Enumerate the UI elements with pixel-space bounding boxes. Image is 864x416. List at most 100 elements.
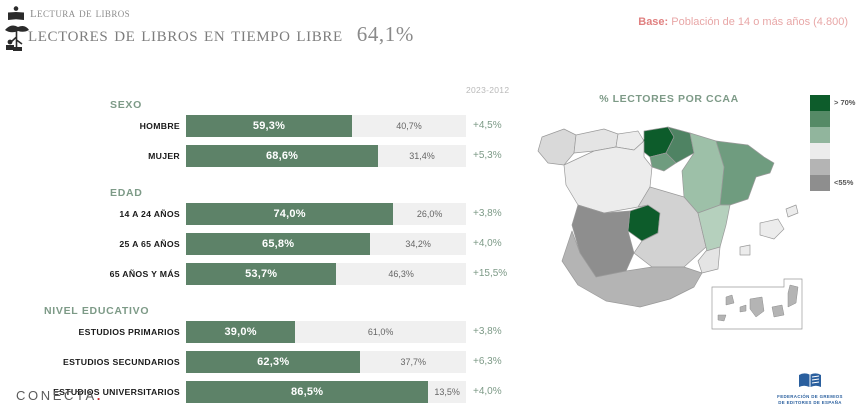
region-canarias (717, 284, 799, 322)
bar-track: 39,0% 61,0% (186, 321, 466, 343)
bar-remainder-label: 34,2% (405, 239, 431, 249)
bar-remainder-label: 26,0% (416, 209, 443, 219)
row-label: MUJER (148, 151, 180, 161)
region-baleares-ibiza (739, 244, 751, 256)
bar-track: 62,3% 37,7% (186, 351, 466, 373)
map-legend: > 70% <55% (810, 95, 864, 191)
region-extremadura (571, 204, 635, 278)
row-label: 14 A 24 AÑOS (119, 209, 180, 219)
bar-fill: 65,8% (186, 233, 371, 255)
page-title-text: Lectores de libros en tiempo libre (28, 22, 343, 46)
chart-row: ESTUDIOS PRIMARIOS 39,0% 61,0% +3,8% (0, 321, 536, 343)
group-title-sexo: SEXO (110, 99, 142, 111)
fge-line-1: FEDERACIÓN DE GREMIOS (777, 394, 843, 399)
bar-fill: 86,5% (186, 381, 429, 403)
page-header: Lectura De Libros Lectores de libros en … (0, 0, 864, 56)
bar-track: 59,3% 40,7% (186, 115, 466, 137)
bar-fill: 39,0% (186, 321, 296, 343)
chart-row: MUJER 68,6% 31,4% +5,3% (0, 145, 536, 167)
row-label: 65 AÑOS Y MÁS (109, 269, 180, 279)
conecta-logo: CONECTA. (16, 388, 100, 403)
legend-color-bands (810, 95, 864, 191)
delta-value: +3,8% (473, 326, 502, 337)
legend-band-4 (810, 159, 830, 175)
bar-fill: 74,0% (186, 203, 394, 225)
group-title-edad: EDAD (110, 187, 143, 199)
map-title: % LECTORES POR CCAA (599, 93, 739, 105)
legend-bottom-label: <55% (834, 178, 854, 187)
bar-fill: 68,6% (186, 145, 379, 167)
row-label: ESTUDIOS SECUNDARIOS (62, 357, 180, 367)
map-panel: % LECTORES POR CCAA (534, 85, 864, 365)
fge-line-2: DE EDITORES DE ESPAÑA (778, 400, 842, 405)
row-label: 25 A 65 AÑOS (119, 239, 180, 249)
region-la-rioja (649, 152, 677, 172)
delta-value: +6,3% (473, 356, 502, 367)
bar-track: 68,6% 31,4% (186, 145, 466, 167)
delta-value: +15,5% (473, 268, 508, 279)
bar-value-label: 39,0% (224, 326, 257, 338)
bar-remainder-label: 46,3% (388, 269, 414, 279)
bar-remainder-label: 40,7% (396, 121, 422, 131)
headline-percentage: 64,1% (356, 22, 414, 46)
spain-ccaa-choropleth-map (537, 126, 803, 330)
bar-value-label: 62,3% (257, 356, 290, 368)
delta-value: +4,0% (473, 238, 502, 249)
chart-row: 14 A 24 AÑOS 74,0% 26,0% +3,8% (0, 203, 536, 225)
legend-band-3 (810, 143, 830, 159)
base-note-text: Población de 14 o más años (4.800) (668, 16, 848, 28)
chart-row: ESTUDIOS UNIVERSITARIOS 86,5% 13,5% +4,0% (0, 381, 536, 403)
bar-fill: 59,3% (186, 115, 353, 137)
fge-logo: FEDERACIÓN DE GREMIOS DE EDITORES DE ESP… (760, 372, 860, 406)
bar-chart: 2023-2012 SEXO HOMBRE 59,3% 40,7% +4,5% MUJER… (0, 85, 530, 403)
chart-row: ESTUDIOS SECUNDARIOS 62,3% 37,7% +6,3% (0, 351, 536, 373)
bar-value-label: 65,8% (262, 238, 295, 250)
bar-value-label: 86,5% (290, 386, 324, 398)
bar-remainder-label: 31,4% (409, 151, 435, 161)
person-reading-under-tree-icon (5, 25, 29, 51)
legend-top-label: > 70% (834, 98, 856, 107)
conecta-wordmark: CONECTA (16, 388, 97, 403)
region-baleares-menorca (785, 204, 799, 218)
group-title-nivel-educativo: NIVEL EDUCATIVO (44, 305, 150, 317)
legend-band-5 (810, 175, 830, 191)
bar-remainder-label: 61,0% (367, 327, 394, 337)
bar-fill: 62,3% (186, 351, 361, 373)
bar-remainder-label: 37,7% (400, 357, 426, 367)
bar-value-label: 74,0% (273, 208, 306, 220)
row-label: HOMBRE (139, 121, 180, 131)
legend-band-1 (810, 111, 830, 127)
chart-row: HOMBRE 59,3% 40,7% +4,5% (0, 115, 536, 137)
region-baleares-mallorca (759, 218, 785, 240)
region-andalucia (561, 230, 703, 308)
region-cataluna (715, 140, 775, 206)
base-note-label: Base: (638, 16, 669, 28)
delta-column-header: 2023-2012 (466, 85, 510, 95)
delta-value: +5,3% (473, 150, 502, 161)
chart-row: 65 AÑOS Y MÁS 53,7% 46,3% +15,5% (0, 263, 536, 285)
bar-fill: 53,7% (186, 263, 337, 285)
region-comunidad-valenciana (697, 204, 731, 268)
delta-value: +3,8% (473, 208, 502, 219)
region-galicia (537, 128, 577, 166)
open-book-icon (799, 373, 821, 387)
legend-band-2 (810, 127, 830, 143)
chart-row: 25 A 65 AÑOS 65,8% 34,2% +4,0% (0, 233, 536, 255)
delta-value: +4,0% (473, 386, 502, 397)
row-label: ESTUDIOS PRIMARIOS (78, 327, 180, 337)
region-murcia (697, 246, 721, 274)
page-footer: CONECTA. FEDERACIÓN DE GREMIOS DE EDITOR… (0, 370, 864, 416)
bar-value-label: 68,6% (265, 150, 299, 162)
page-title: Lectores de libros en tiempo libre 64,1% (28, 22, 414, 47)
kicker-label: Lectura De Libros (30, 5, 131, 21)
bar-track: 86,5% 13,5% (186, 381, 466, 403)
bar-track: 65,8% 34,2% (186, 233, 466, 255)
bar-value-label: 59,3% (252, 120, 286, 132)
bar-remainder-label: 13,5% (434, 387, 460, 397)
row-label: ESTUDIOS UNIVERSITARIOS (53, 387, 180, 397)
delta-value: +4,5% (473, 120, 502, 131)
person-with-book-icon (8, 6, 24, 20)
base-note: Base: Población de 14 o más años (4.800) (638, 16, 848, 28)
bar-track: 74,0% 26,0% (186, 203, 466, 225)
bar-value-label: 53,7% (245, 268, 278, 280)
